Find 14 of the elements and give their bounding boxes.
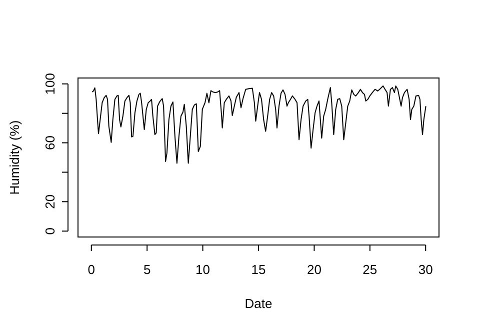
- x-tick-label: 5: [143, 262, 151, 278]
- y-tick-label: 100: [42, 73, 58, 95]
- x-tick-label: 15: [251, 262, 266, 278]
- x-tick-label: 10: [196, 262, 210, 278]
- y-tick-label: 60: [42, 136, 58, 150]
- y-tick-label: 0: [42, 227, 58, 235]
- x-axis-title: Date: [244, 296, 272, 311]
- x-tick-label: 0: [88, 262, 95, 278]
- y-axis-title: Humidity (%): [7, 120, 22, 195]
- y-tick-label: 20: [42, 194, 58, 209]
- line-series: [92, 85, 426, 164]
- x-tick-label: 25: [362, 262, 378, 278]
- x-tick-label: 20: [306, 262, 322, 278]
- x-tick-label: 30: [418, 262, 433, 278]
